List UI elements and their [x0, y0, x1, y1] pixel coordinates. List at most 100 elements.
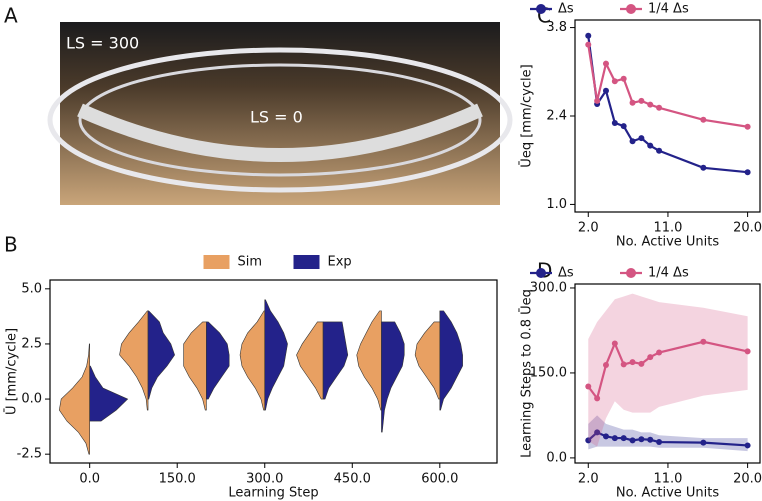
point	[611, 340, 618, 347]
point	[620, 361, 627, 368]
legend-marker	[536, 268, 546, 278]
legend-label: Δs	[558, 2, 574, 17]
legend-label: 1/4 Δs	[648, 2, 689, 17]
point	[594, 395, 601, 402]
point	[744, 169, 751, 176]
point	[656, 104, 663, 111]
x-tick-label: 150.0	[159, 472, 196, 487]
point	[602, 433, 609, 440]
violin-half	[206, 321, 230, 400]
point	[638, 436, 645, 443]
panel-label: A	[4, 4, 18, 28]
y-tick-label: 150.0	[530, 365, 567, 380]
x-tick-label: 11.0	[653, 472, 682, 487]
error-band	[588, 293, 748, 447]
annotation: LS = 300	[66, 34, 139, 53]
violin-half	[439, 310, 463, 411]
x-tick-label: 300.0	[246, 472, 283, 487]
y-tick-label: 5.0	[21, 281, 42, 296]
y-tick-label: 3.8	[546, 20, 567, 35]
point	[611, 78, 618, 85]
legend-marker	[536, 4, 546, 14]
y-axis-label: Learning Steps to 0.8 Ūeq	[520, 289, 535, 458]
error-band	[588, 415, 748, 452]
legend-label: 1/4 Δs	[648, 266, 689, 281]
x-tick-label: 0.0	[79, 472, 100, 487]
point	[700, 116, 707, 123]
point	[629, 99, 636, 106]
x-axis-label: Learning Step	[228, 486, 318, 501]
x-tick-label: 600.0	[421, 472, 458, 487]
panel-label: B	[4, 233, 18, 257]
legend-label: Exp	[328, 255, 352, 270]
point	[611, 435, 618, 442]
y-axis-label: Ū [mm/cycle]	[5, 328, 20, 415]
x-axis-label: No. Active Units	[616, 235, 720, 250]
axes-frame	[49, 279, 498, 464]
x-tick-label: 2.0	[578, 221, 599, 236]
point	[638, 135, 645, 142]
photo: LS = 300 LS = 0	[47, 22, 513, 205]
violin-half	[322, 321, 349, 400]
violin-half	[296, 321, 324, 400]
point	[744, 442, 751, 449]
violin-half	[58, 343, 90, 455]
y-tick-label: -2.5	[17, 447, 42, 462]
point	[647, 354, 654, 361]
track	[47, 47, 513, 193]
point	[656, 147, 663, 154]
point	[594, 97, 601, 104]
y-tick-label: 300.0	[530, 280, 567, 295]
x-axis-label: No. Active Units	[616, 486, 720, 501]
point	[620, 123, 627, 130]
violin-half	[147, 310, 175, 400]
violin-half	[183, 321, 207, 411]
point	[656, 439, 663, 446]
legend-marker	[626, 268, 636, 278]
y-tick-label: 0.0	[546, 450, 567, 465]
point	[638, 360, 645, 367]
point	[602, 60, 609, 67]
x-tick-label: 450.0	[334, 472, 371, 487]
y-tick-label: 2.4	[546, 109, 567, 124]
point	[594, 429, 601, 436]
violin-half	[89, 365, 129, 422]
violin-half	[239, 310, 266, 411]
x-tick-label: 20.0	[733, 221, 762, 236]
point	[620, 435, 627, 442]
legend-label: Sim	[238, 255, 263, 270]
point	[602, 362, 609, 369]
violin-half	[381, 321, 405, 433]
point	[611, 119, 618, 126]
axes-frame	[574, 19, 761, 213]
point	[700, 439, 707, 446]
point	[700, 164, 707, 171]
x-tick-label: 11.0	[653, 221, 682, 236]
x-tick-label: 2.0	[578, 472, 599, 487]
point	[602, 87, 609, 94]
axes-frame	[574, 283, 761, 464]
track	[78, 63, 482, 177]
y-axis-label: Ūeq [mm/cycle]	[520, 64, 535, 167]
point	[744, 123, 751, 130]
point	[629, 138, 636, 145]
point	[647, 101, 654, 108]
line	[587, 35, 748, 174]
point	[638, 97, 645, 104]
robot-chain	[77, 103, 483, 162]
legend-swatch	[203, 255, 230, 269]
y-tick-label: 1.0	[546, 197, 567, 212]
point	[744, 348, 751, 355]
legend-label: Δs	[558, 266, 574, 281]
point	[700, 338, 707, 345]
point	[647, 142, 654, 149]
annotation: LS = 0	[250, 108, 303, 127]
point	[647, 436, 654, 443]
point	[585, 32, 592, 39]
point	[585, 383, 592, 390]
violin-half	[356, 310, 382, 411]
point	[585, 437, 592, 444]
point	[629, 359, 636, 366]
x-tick-label: 20.0	[733, 472, 762, 487]
